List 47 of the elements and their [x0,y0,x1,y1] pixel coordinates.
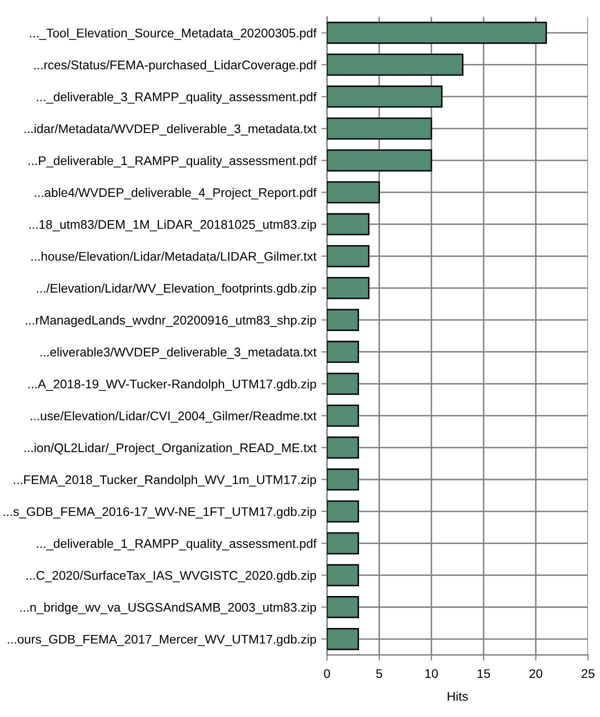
y-tick-label: ...ion/QL2Lidar/_Project_Organization_READ_ME.txt [24,443,317,455]
bar [327,340,360,363]
y-tick-label: .../Elevation/Lidar/WV_Elevation_footprints.gdb.zip [37,284,316,296]
y-tick-label: ...able4/WVDEP_deliverable_4_Project_Report.pdf [34,188,317,200]
bar [327,86,443,108]
y-tick-label: ...ours_GDB_FEMA_2017_Mercer_WV_UTM17.gdb.zip [8,634,316,646]
bar [327,117,432,140]
y-tick-label: ...n_bridge_wv_va_USGSAndSAMB_2003_utm83.zip [20,602,316,614]
bar [327,468,360,491]
y-tick-label: ..._deliverable_1_RAMPP_quality_assessment.pdf [37,538,317,550]
y-tick-label: ...C_2020/SurfaceTax_IAS_WVGISTC_2020.gdb.zip [26,570,316,582]
bar [327,372,360,395]
y-tick-label: ...18_utm83/DEM_1M_LiDAR_20181025_utm83.zip [29,220,316,232]
y-tick-label: ...rces/Status/FEMA-purchased_LidarCoverage.pdf [34,60,317,72]
y-tick-label: ..._Tool_Elevation_Source_Metadata_20200305.pdf [30,28,317,40]
x-tick-label: 10 [425,669,438,678]
bar [327,181,380,204]
y-tick-label: ...idar/Metadata/WVDEP_deliverable_3_metadata.txt [24,124,317,136]
bar [327,213,370,236]
bar [327,149,432,172]
bar [327,245,370,268]
bar [327,308,360,332]
y-tick-label: ...rManagedLands_wvdnr_20200916_utm83_shp.zip [26,315,316,328]
y-tick-label: ..._deliverable_3_RAMPP_quality_assessment.pdf [37,92,317,104]
x-tick-label: 20 [529,669,542,678]
bar [327,22,547,44]
y-tick-label: ...A_2018-19_WV-Tucker-Randolph_UTM17.gdb.zip [28,379,316,391]
x-tick-label: 15 [478,669,490,678]
y-tick-label: ...s_GDB_FEMA_2016-17_WV-NE_1FT_UTM17.gdb.zip [4,506,316,519]
bar [327,596,360,618]
bar [327,54,464,76]
x-tick-label: 25 [582,669,594,678]
bar [327,628,360,650]
bar [327,500,360,522]
x-tick-label: 0 [324,669,330,678]
y-tick-label: ...use/Elevation/Lidar/CVI_2004_Gilmer/Readme.txt [30,411,317,423]
bar [327,564,360,586]
y-tick-label: ...eliverable3/WVDEP_deliverable_3_metadata.txt [40,347,317,359]
y-tick-label: ...FEMA_2018_Tucker_Randolph_WV_1m_UTM17.zip [14,474,316,487]
bar [327,276,370,300]
bar [327,436,360,459]
bar [327,404,360,427]
y-tick-label: ...house/Elevation/Lidar/Metadata/LIDAR_Gilmer.txt [31,252,317,264]
x-axis-title: Hits [448,692,468,701]
x-tick-label: 5 [376,669,382,678]
bar [327,532,360,554]
y-tick-label: ...P_deliverable_1_RAMPP_quality_assessment.pdf [28,156,317,168]
